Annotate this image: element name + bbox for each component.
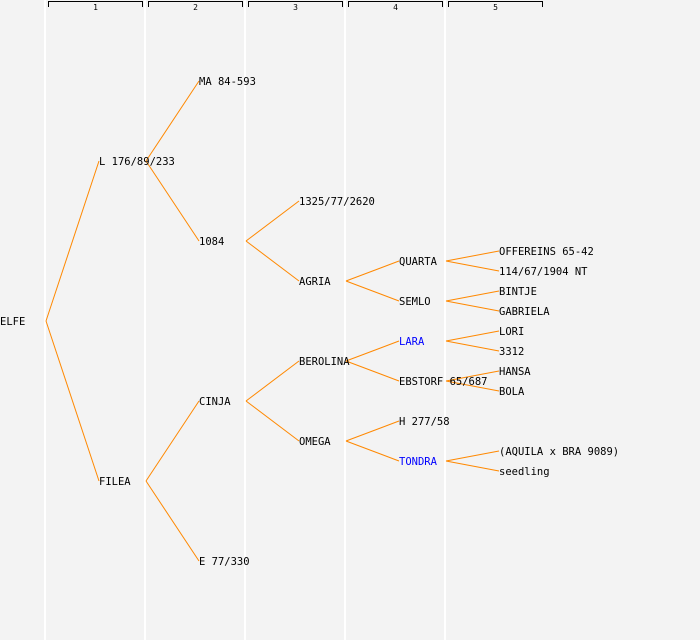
pedigree-link <box>345 420 400 442</box>
generation-header-4: 4 <box>348 1 443 12</box>
pedigree-node: E 77/330 <box>199 556 250 568</box>
pedigree-link <box>445 330 500 342</box>
pedigree-node: (AQUILA x BRA 9089) <box>499 446 619 458</box>
pedigree-link <box>245 360 300 402</box>
generation-column-4 <box>344 0 444 640</box>
pedigree-link <box>445 290 500 302</box>
pedigree-link <box>445 300 500 312</box>
pedigree-link <box>145 480 200 562</box>
generation-column-3 <box>244 0 344 640</box>
pedigree-node: OMEGA <box>299 436 331 448</box>
pedigree-link <box>245 200 300 242</box>
pedigree-link <box>445 370 500 382</box>
pedigree-link <box>345 260 400 282</box>
pedigree-node: 1084 <box>199 236 224 248</box>
pedigree-node: BINTJE <box>499 286 537 298</box>
pedigree-node: OFFEREINS 65-42 <box>499 246 594 258</box>
generation-header-3: 3 <box>248 1 343 12</box>
pedigree-link <box>445 380 500 392</box>
pedigree-link <box>145 80 200 162</box>
pedigree-node: EBSTORF 65/687 <box>399 376 488 388</box>
pedigree-node: GABRIELA <box>499 306 550 318</box>
pedigree-node: FILEA <box>99 476 131 488</box>
generation-header-2: 2 <box>148 1 243 12</box>
pedigree-node: QUARTA <box>399 256 438 268</box>
pedigree-node: AGRIA <box>299 276 331 288</box>
pedigree-node: H 277/58 <box>399 416 450 428</box>
pedigree-node: BEROLINA <box>299 356 350 368</box>
pedigree-node: ELFE <box>0 316 25 328</box>
pedigree-link <box>245 400 300 442</box>
pedigree-link <box>445 450 500 462</box>
pedigree-link <box>345 280 400 302</box>
pedigree-link <box>245 240 300 282</box>
pedigree-link <box>345 340 400 362</box>
pedigree-node: 1325/77/2620 <box>299 196 375 208</box>
pedigree-link <box>445 340 500 352</box>
generation-header-1: 1 <box>48 1 143 12</box>
pedigree-node: SEMLO <box>399 296 431 308</box>
pedigree-link <box>445 250 500 262</box>
generation-column-5 <box>444 0 544 640</box>
pedigree-node: 3312 <box>499 346 524 358</box>
pedigree-link <box>345 440 400 462</box>
pedigree-link <box>145 400 200 482</box>
pedigree-node: CINJA <box>199 396 231 408</box>
pedigree-node: HANSA <box>499 366 531 378</box>
pedigree-node: MA 84-593 <box>199 76 256 88</box>
pedigree-node[interactable]: LARA <box>399 336 425 348</box>
pedigree-link <box>445 260 500 272</box>
pedigree-link <box>345 360 400 382</box>
pedigree-node: L 176/89/233 <box>99 156 175 168</box>
generation-header-5: 5 <box>448 1 543 12</box>
pedigree-node: seedling <box>499 466 550 478</box>
generation-column-1 <box>44 0 144 640</box>
pedigree-node: LORI <box>499 326 524 338</box>
pedigree-link <box>45 320 100 482</box>
pedigree-link <box>145 160 200 242</box>
pedigree-node: BOLA <box>499 386 525 398</box>
pedigree-node[interactable]: TONDRA <box>399 456 438 468</box>
pedigree-link <box>45 160 100 322</box>
pedigree-link <box>445 460 500 472</box>
pedigree-node: 114/67/1904 NT <box>499 266 588 278</box>
generation-column-2 <box>144 0 244 640</box>
